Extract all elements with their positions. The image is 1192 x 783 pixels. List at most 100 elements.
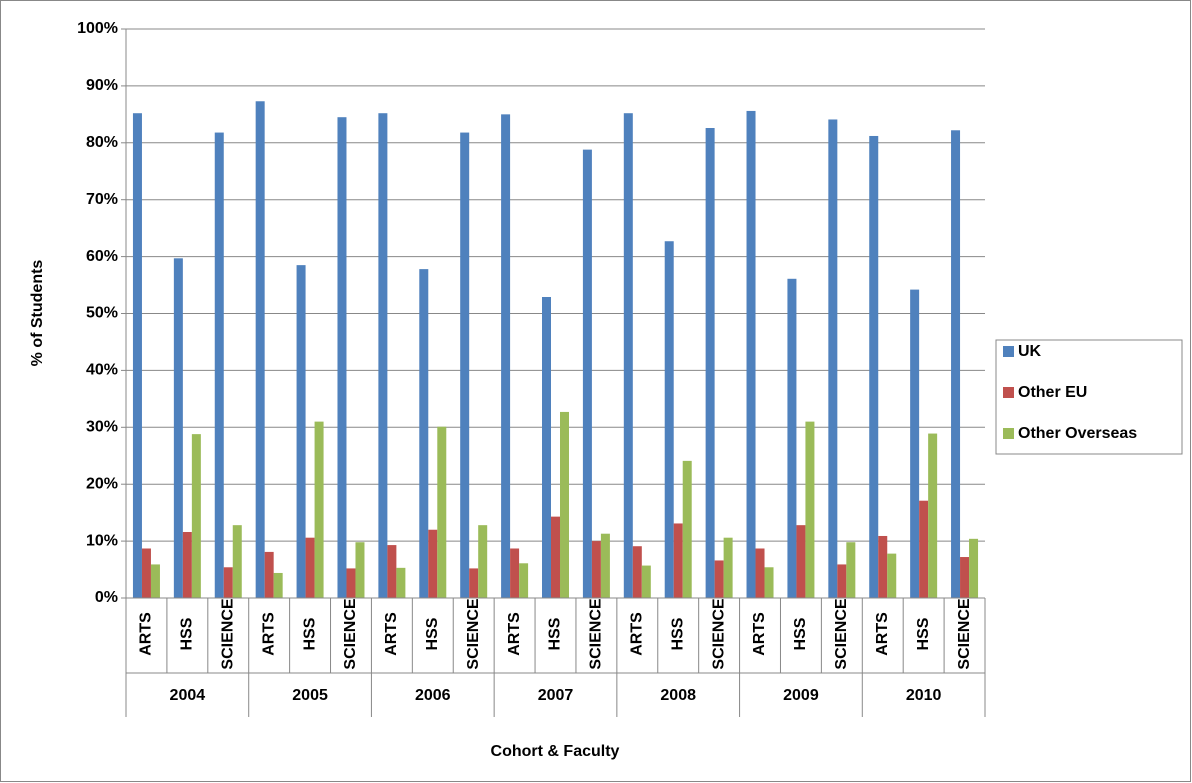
legend-box	[995, 339, 1183, 455]
bar	[296, 265, 306, 598]
bar	[173, 258, 183, 598]
bar	[378, 113, 388, 598]
bar	[314, 421, 324, 598]
bar	[951, 130, 961, 599]
bar	[755, 548, 765, 598]
group-label: 2007	[538, 687, 574, 704]
bar	[396, 567, 406, 598]
bar	[437, 426, 447, 598]
y-tick-label: 40%	[86, 362, 118, 379]
bar	[673, 523, 683, 598]
bar	[419, 269, 429, 598]
bar	[150, 564, 160, 598]
x-tick-label: ARTS	[383, 612, 400, 656]
bar	[337, 117, 347, 598]
bar	[510, 548, 520, 598]
bar	[878, 535, 888, 598]
bar	[623, 113, 633, 598]
bar	[928, 433, 938, 598]
legend-swatch	[1003, 346, 1014, 357]
bar	[560, 411, 569, 598]
x-tick-label: HSS	[547, 617, 564, 650]
bar	[846, 542, 856, 598]
group-label: 2010	[906, 687, 942, 704]
y-tick-label: 30%	[86, 419, 118, 436]
x-tick-label: HSS	[424, 617, 441, 650]
x-tick-label: SCIENCE	[219, 598, 236, 669]
x-tick-label: ARTS	[506, 612, 523, 656]
y-tick-label: 70%	[86, 191, 118, 208]
bar	[796, 525, 806, 598]
legend-label: UK	[1018, 343, 1042, 360]
bar	[919, 500, 929, 598]
bar	[428, 529, 438, 598]
x-tick-label: SCIENCE	[956, 598, 973, 669]
x-tick-label: SCIENCE	[833, 598, 850, 669]
bar	[723, 537, 733, 598]
x-tick-label: HSS	[792, 617, 809, 650]
bar	[132, 113, 142, 598]
legend-label: Other EU	[1018, 384, 1087, 401]
bar	[460, 132, 470, 599]
x-tick-label: SCIENCE	[710, 598, 727, 669]
bar	[805, 421, 815, 598]
bar	[714, 560, 724, 598]
bar	[746, 110, 756, 598]
legend-label: Other Overseas	[1018, 425, 1137, 442]
x-tick-label: ARTS	[751, 612, 768, 656]
bar	[764, 567, 774, 598]
bar	[837, 564, 847, 598]
group-label: 2006	[415, 687, 451, 704]
x-tick-label: ARTS	[138, 612, 155, 656]
bar	[141, 548, 151, 598]
x-tick-label: ARTS	[260, 612, 277, 656]
bar	[182, 531, 192, 598]
bar	[542, 296, 551, 598]
bar	[519, 563, 529, 598]
bar	[355, 542, 365, 598]
bar	[887, 553, 897, 598]
bar	[828, 119, 838, 598]
bar	[869, 135, 879, 599]
bar	[214, 132, 224, 599]
bar	[191, 434, 201, 598]
bar	[501, 114, 511, 598]
bar	[255, 101, 265, 598]
bar	[787, 278, 797, 598]
x-tick-label: HSS	[915, 617, 932, 650]
legend-swatch	[1003, 428, 1014, 439]
y-tick-label: 90%	[86, 77, 118, 94]
bar	[641, 565, 651, 598]
x-tick-label: SCIENCE	[588, 598, 605, 669]
x-axis-title: Cohort & Faculty	[491, 743, 620, 760]
bar	[910, 289, 920, 598]
x-tick-label: ARTS	[629, 612, 646, 656]
bar	[232, 525, 242, 598]
bar	[664, 241, 674, 598]
y-tick-label: 0%	[95, 589, 118, 606]
bar	[582, 149, 592, 599]
bar	[387, 545, 397, 598]
y-tick-label: 60%	[86, 248, 118, 265]
bar	[478, 525, 488, 598]
y-tick-label: 50%	[86, 305, 118, 322]
y-axis-title: % of Students	[29, 260, 46, 367]
x-tick-label: HSS	[179, 617, 196, 650]
bar	[591, 541, 601, 598]
x-tick-label: HSS	[301, 617, 318, 650]
y-tick-label: 100%	[77, 20, 118, 37]
bar	[223, 567, 233, 598]
y-tick-label: 80%	[86, 134, 118, 151]
bar	[969, 538, 979, 598]
bar	[705, 128, 715, 599]
x-tick-label: SCIENCE	[342, 598, 359, 669]
bar	[551, 516, 560, 598]
bar	[346, 568, 356, 598]
y-tick-label: 20%	[86, 475, 118, 492]
x-tick-label: SCIENCE	[465, 598, 482, 669]
y-tick-label: 10%	[86, 532, 118, 549]
bar	[305, 537, 315, 598]
bar	[264, 551, 274, 598]
